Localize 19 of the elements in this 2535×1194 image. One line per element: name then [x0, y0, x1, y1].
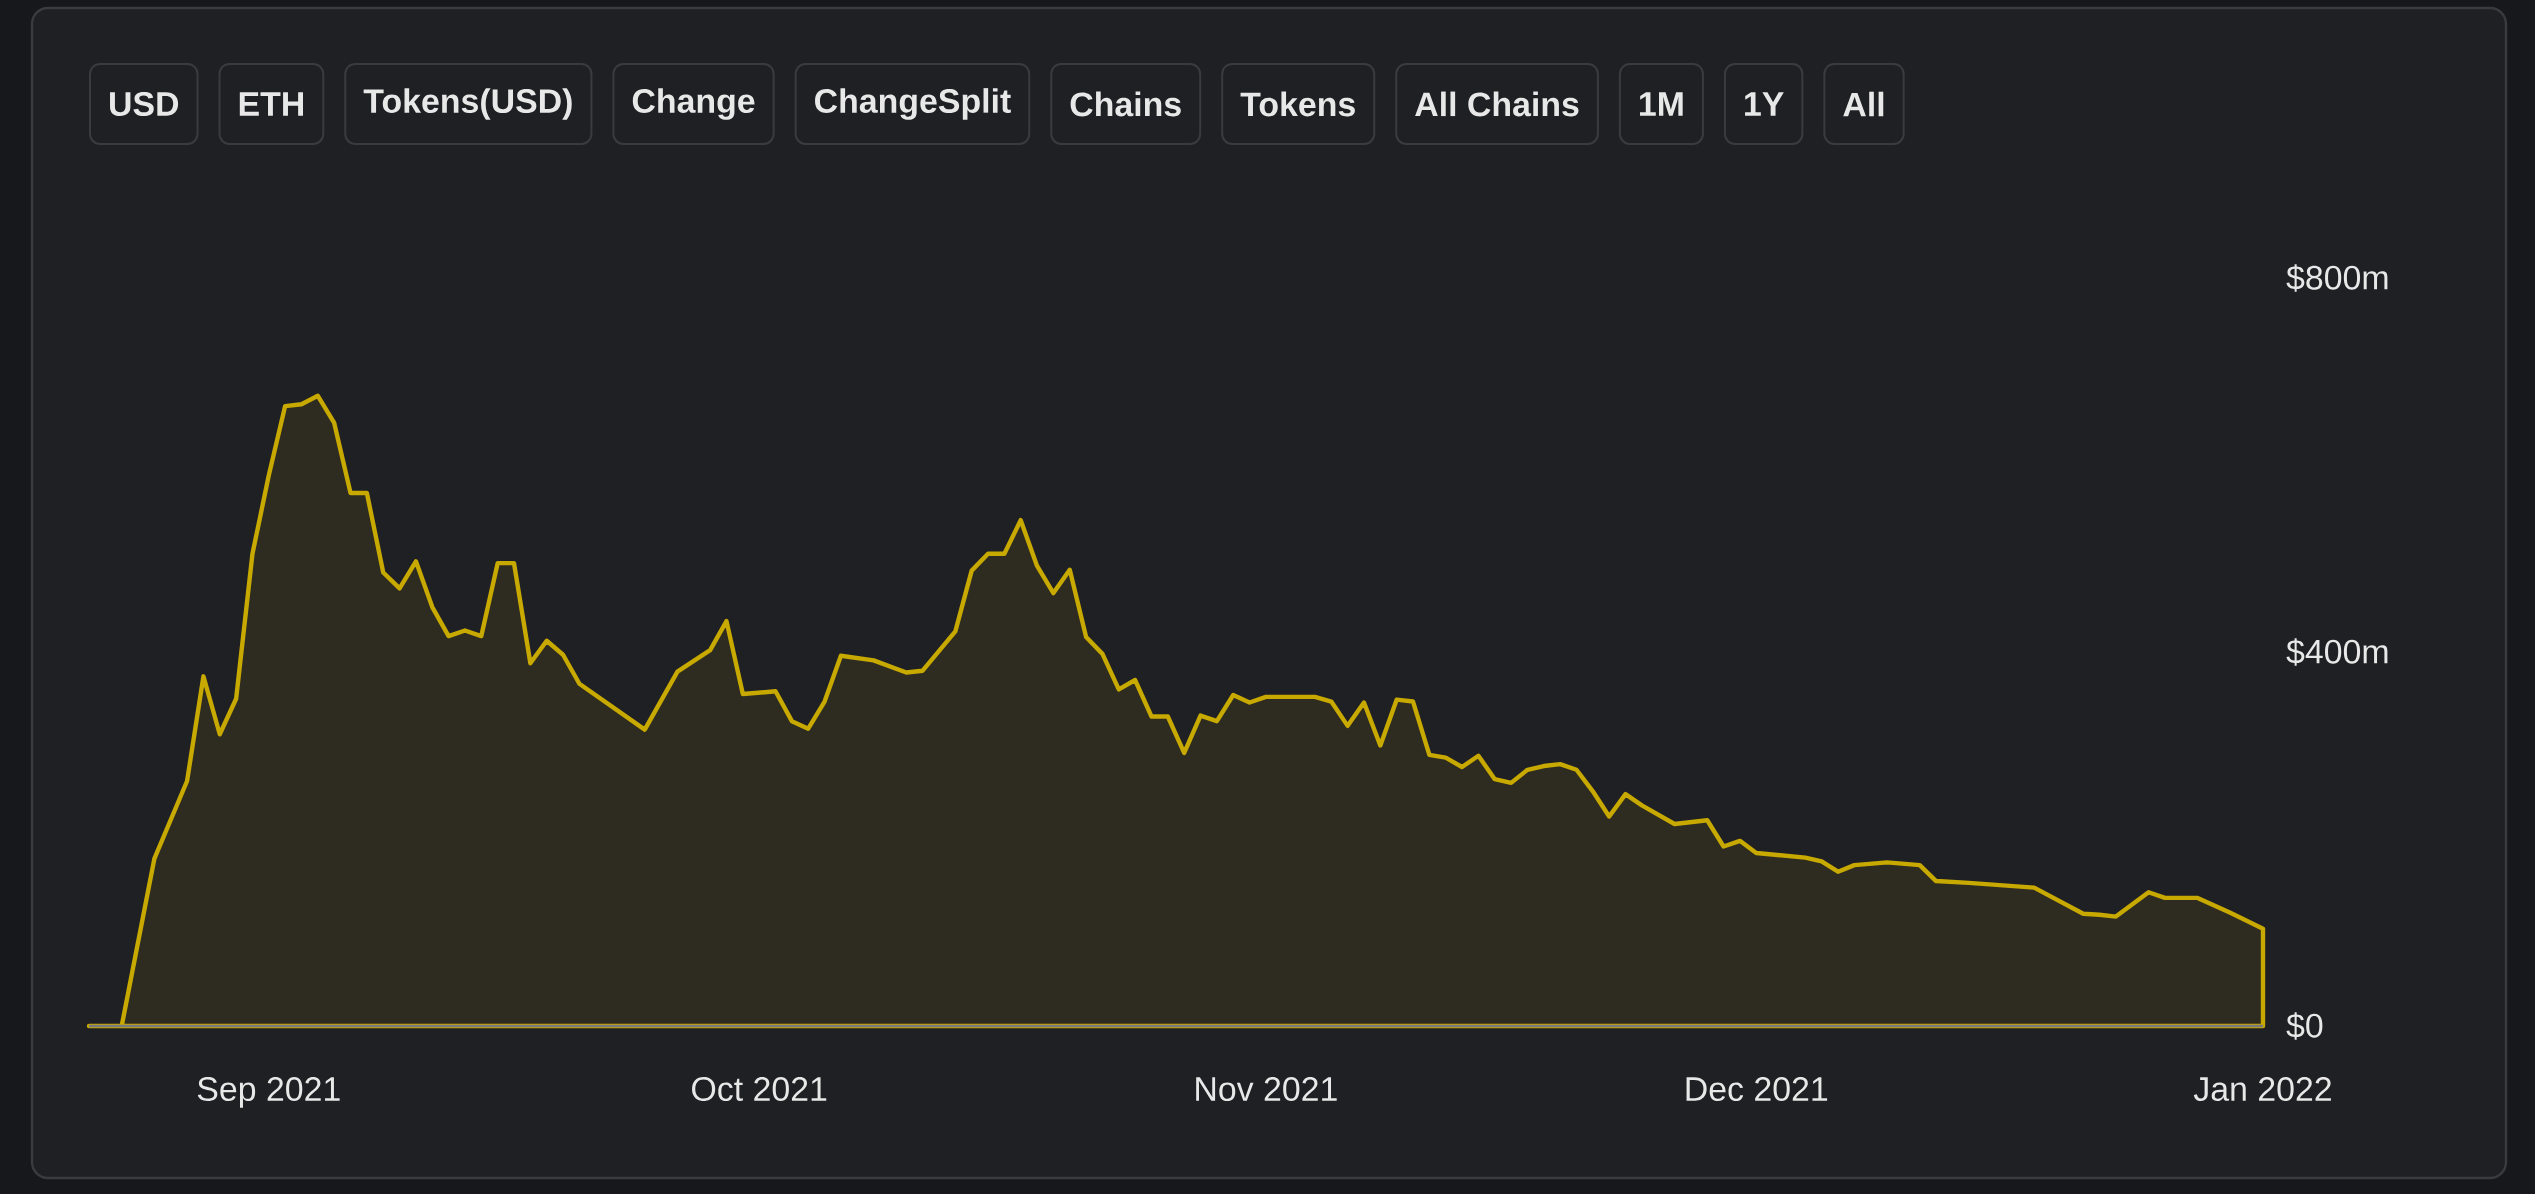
- text: Change: [632, 88, 755, 120]
- text: Tokens(USD): [363, 88, 572, 120]
- x-tick-label: Jan 2022: [2193, 1077, 2331, 1102]
- y-tick-label: $0: [2286, 1012, 2323, 1040]
- text: Tokens: [1240, 91, 1355, 117]
- text: ChangeSplit: [815, 88, 1011, 120]
- text: 1M: [1640, 92, 1683, 116]
- text: All Chains: [1415, 91, 1579, 117]
- text: All: [1843, 91, 1884, 117]
- text: Chains: [1070, 91, 1181, 117]
- x-tick-label: Oct 2021: [692, 1077, 827, 1102]
- x-tick-label: Dec 2021: [1686, 1077, 1828, 1102]
- text: USD: [110, 91, 179, 116]
- x-tick-label: Sep 2021: [197, 1077, 340, 1108]
- y-tick-label: $400m: [2286, 638, 2388, 666]
- text: 1Y: [1745, 92, 1784, 116]
- x-tick-label: Nov 2021: [1196, 1077, 1337, 1102]
- y-tick-label: $800m: [2286, 264, 2388, 292]
- text: ETH: [239, 92, 303, 116]
